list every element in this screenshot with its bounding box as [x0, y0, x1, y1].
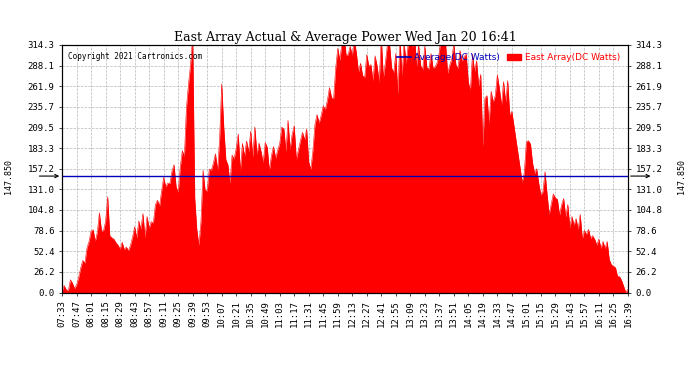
Text: 147.850: 147.850 [677, 159, 687, 194]
Title: East Array Actual & Average Power Wed Jan 20 16:41: East Array Actual & Average Power Wed Ja… [174, 31, 516, 44]
Legend: Average(DC Watts), East Array(DC Watts): Average(DC Watts), East Array(DC Watts) [393, 50, 623, 66]
Text: 147.850: 147.850 [3, 159, 13, 194]
Text: Copyright 2021 Cartronics.com: Copyright 2021 Cartronics.com [68, 53, 202, 62]
